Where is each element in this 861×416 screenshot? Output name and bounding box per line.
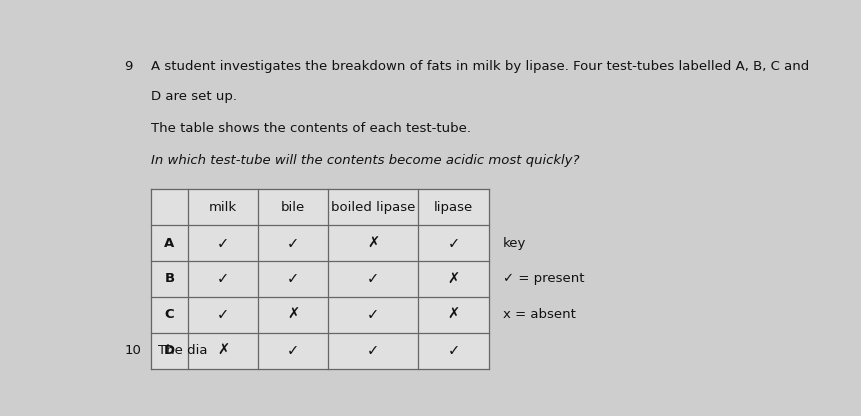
Text: The dia: The dia [158,344,208,357]
Text: lipase: lipase [433,201,473,214]
Text: boiled lipase: boiled lipase [331,201,415,214]
Text: B: B [164,272,175,285]
Text: ✗: ✗ [447,307,459,322]
Text: ✓: ✓ [287,235,299,250]
Text: D: D [164,344,175,357]
Text: A: A [164,237,175,250]
Text: ✓: ✓ [217,235,229,250]
Text: 10: 10 [124,344,141,357]
Text: D are set up.: D are set up. [151,90,237,103]
Text: In which test-tube will the contents become acidic most quickly?: In which test-tube will the contents bec… [151,154,579,167]
Bar [151,189,488,369]
Text: ✗: ✗ [217,343,229,358]
Text: ✓: ✓ [447,235,459,250]
Text: x = absent: x = absent [503,308,575,321]
Text: ✓: ✓ [217,307,229,322]
Text: C: C [164,308,174,321]
Text: 9: 9 [124,59,133,72]
Text: ✗: ✗ [287,307,299,322]
Text: ✓: ✓ [367,307,379,322]
Text: ✓: ✓ [367,343,379,358]
Text: bile: bile [281,201,305,214]
Text: The table shows the contents of each test-tube.: The table shows the contents of each tes… [151,122,471,135]
Text: A student investigates the breakdown of fats in milk by lipase. Four test-tubes : A student investigates the breakdown of … [151,59,808,72]
Text: ✓: ✓ [217,272,229,287]
Text: key: key [503,237,526,250]
Text: ✓: ✓ [367,272,379,287]
Text: ✗: ✗ [447,272,459,287]
Text: ✓ = present: ✓ = present [503,272,584,285]
Text: ✓: ✓ [287,343,299,358]
Text: ✗: ✗ [367,235,379,250]
Text: ✓: ✓ [447,343,459,358]
Text: ✓: ✓ [287,272,299,287]
Text: milk: milk [208,201,237,214]
